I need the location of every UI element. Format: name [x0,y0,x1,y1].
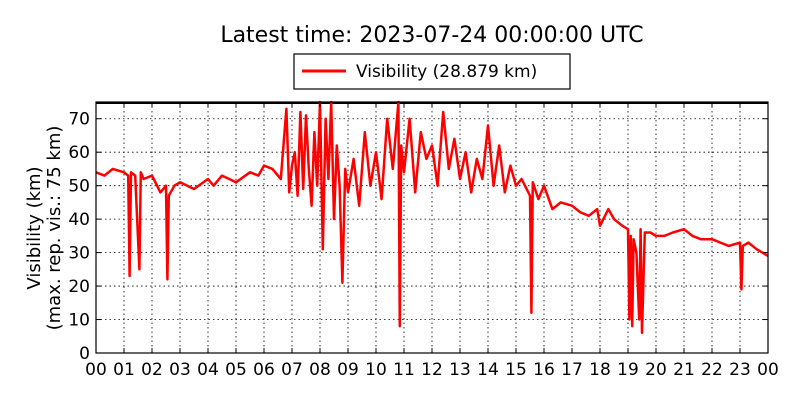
y-axis-label-line2: (max. rep. vis.: 75 km) [44,126,65,331]
x-tick-label: 02 [141,360,163,380]
series-line-visibility [95,100,769,335]
y-axis-label-line1: Visibility (km) [24,166,45,289]
y-axis-label: Visibility (km) (max. rep. vis.: 75 km) [24,126,65,331]
x-axis: 00 01 02 03 04 05 06 07 08 09 10 11 12 13 14 15 16 17 18 19… [85,102,779,380]
legend-entry: Visibility (28.879 km) [356,62,537,82]
x-tick-label: 23 [729,360,751,380]
y-tick-label: 0 [79,344,90,364]
chart-title: Latest time: 2023-07-24 00:00:00 UTC [220,23,643,48]
y-tick-label: 30 [68,244,90,264]
x-tick-label: 13 [449,360,471,380]
x-tick-label: 06 [253,360,275,380]
x-tick-label: 04 [197,360,219,380]
x-tick-label: 00 [85,360,107,380]
x-tick-label: 22 [701,360,723,380]
x-tick-label: 14 [477,360,499,380]
x-tick-label: 09 [337,360,359,380]
series-layer [95,100,769,335]
x-tick-label: 21 [673,360,695,380]
x-tick-label: 19 [617,360,639,380]
x-tick-label: 11 [393,360,415,380]
x-tick-label: 05 [225,360,247,380]
x-tick-label: 08 [309,360,331,380]
y-tick-label: 40 [68,210,90,230]
plot-frame [95,101,769,354]
x-tick-label: 20 [645,360,667,380]
x-tick-label: 12 [421,360,443,380]
x-tick-label: 00 [757,360,779,380]
x-tick-label: 03 [169,360,191,380]
y-tick-label: 20 [68,277,90,297]
x-tick-label: 07 [281,360,303,380]
x-tick-label: 15 [505,360,527,380]
gridlines [96,102,768,353]
x-tick-label: 18 [589,360,611,380]
y-tick-label: 50 [68,177,90,197]
y-tick-label: 10 [68,311,90,331]
legend: Visibility (28.879 km) [293,53,571,90]
y-axis: 0 10 20 30 40 50 60 70 [68,110,768,364]
x-tick-label: 16 [533,360,555,380]
y-tick-label: 60 [68,143,90,163]
x-tick-label: 10 [365,360,387,380]
x-tick-label: 17 [561,360,583,380]
y-tick-label: 70 [68,110,90,130]
x-tick-label: 01 [113,360,135,380]
